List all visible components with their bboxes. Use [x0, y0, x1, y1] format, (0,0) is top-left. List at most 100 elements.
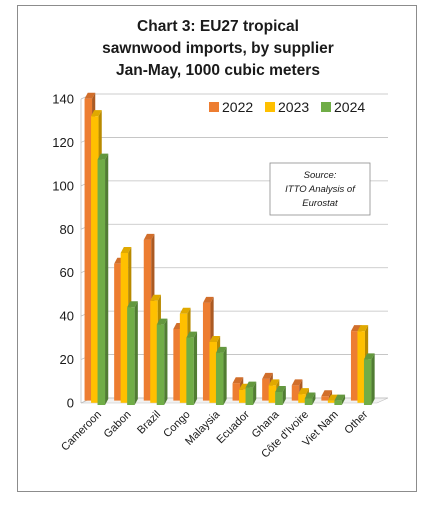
bar-top-face — [215, 346, 227, 353]
bar-top-face — [357, 325, 369, 332]
bar-top-face — [363, 353, 375, 360]
bar-2024-Côte d'Ivoire — [304, 392, 316, 405]
bar-front-face — [186, 337, 194, 405]
bar-top-face — [127, 301, 138, 308]
bar-top-face — [232, 377, 244, 384]
legend-label: 2022 — [222, 99, 253, 115]
bar-front-face — [291, 385, 300, 401]
bar-front-face — [114, 263, 122, 401]
bar-2024-Cameroon — [97, 153, 109, 405]
bar-front-face — [97, 159, 106, 405]
legend-swatch — [321, 102, 331, 112]
chart-title-line-3: Jan-May, 1000 cubic meters — [116, 62, 320, 79]
bar-side-face — [341, 394, 346, 405]
bar-front-face — [120, 252, 129, 403]
bar-top-face — [334, 394, 346, 401]
bar-front-face — [84, 98, 93, 401]
bar-top-face — [298, 388, 309, 395]
source-note-line-2: ITTO Analysis of — [285, 184, 356, 195]
bar-top-face — [150, 294, 161, 301]
bar-front-face — [91, 116, 99, 403]
bar-front-face — [150, 300, 158, 403]
bars — [84, 92, 375, 405]
x-category-label: Ecuador — [214, 408, 252, 446]
bar-2024-Ghana — [275, 385, 286, 405]
bar-2024-Congo — [186, 331, 198, 405]
y-tick-label: 120 — [52, 135, 74, 150]
chart-canvas: Chart 3: EU27 tropical sawnwood imports,… — [52, 18, 389, 461]
bar-front-face — [127, 307, 135, 405]
bar-top-face — [268, 379, 280, 386]
bar-front-face — [327, 400, 336, 403]
x-category-label: Other — [342, 408, 370, 436]
bar-top-face — [304, 392, 316, 399]
source-note-line-3: Eurostat — [302, 198, 338, 209]
chart-title: Chart 3: EU27 tropical sawnwood imports,… — [102, 18, 334, 79]
legend-swatch — [265, 102, 275, 112]
bar-front-face — [239, 389, 247, 403]
legend-label: 2024 — [334, 99, 365, 115]
legend-label: 2023 — [278, 99, 309, 115]
bar-top-face — [186, 331, 198, 338]
bar-2024-Other — [363, 353, 375, 405]
y-tick-label: 100 — [52, 178, 74, 193]
bar-top-face — [291, 379, 303, 386]
x-category-label: Gabon — [102, 409, 134, 441]
bar-top-face — [91, 110, 102, 117]
chart-title-line-2: sawnwood imports, by supplier — [102, 40, 334, 57]
source-note-line-1: Source: — [304, 170, 337, 181]
bar-2024-Gabon — [127, 301, 138, 405]
legend-item-2024: 2024 — [321, 99, 365, 115]
bar-side-face — [223, 346, 227, 405]
legend: 2022 2023 2024 — [209, 99, 365, 115]
bar-front-face — [275, 391, 283, 405]
bar-front-face — [304, 398, 313, 405]
legend-item-2022: 2022 — [209, 99, 253, 115]
bar-top-face — [321, 390, 333, 397]
source-note-box: Source: ITTO Analysis of Eurostat — [269, 162, 371, 216]
chart-frame: Chart 3: EU27 tropical sawnwood imports,… — [17, 5, 417, 492]
y-axis: 0 20 40 60 80 100 120 140 — [52, 92, 74, 411]
bar-2024-Malaysia — [215, 346, 227, 405]
y-tick-label: 40 — [60, 309, 74, 324]
bar-top-face — [275, 385, 286, 392]
bar-2024-Ecuador — [245, 381, 257, 405]
y-tick-label: 140 — [52, 92, 74, 107]
y-tick-label: 60 — [60, 265, 74, 280]
bar-front-face — [179, 313, 188, 403]
bar-front-face — [363, 359, 372, 405]
bar-top-face — [262, 372, 273, 379]
y-tick-label: 20 — [60, 352, 74, 367]
bar-2024-Brazil — [156, 318, 168, 405]
bar-front-face — [298, 394, 306, 403]
bar-side-face — [282, 385, 286, 405]
bar-top-face — [97, 153, 109, 160]
bar-side-face — [105, 153, 109, 405]
legend-item-2023: 2023 — [265, 99, 309, 115]
bar-top-face — [120, 246, 132, 253]
legend-swatch — [209, 102, 219, 112]
bar-side-face — [312, 392, 316, 405]
bar-front-face — [209, 342, 217, 403]
bar-top-face — [202, 296, 214, 303]
bar-top-face — [245, 381, 257, 388]
bar-top-face — [84, 92, 96, 99]
bar-side-face — [371, 353, 375, 405]
x-category-label: Cameroon — [59, 409, 104, 454]
bar-front-face — [173, 328, 181, 401]
bar-front-face — [156, 324, 165, 405]
y-tick-label: 0 — [67, 396, 74, 411]
bar-front-face — [321, 396, 329, 401]
bar-top-face — [179, 307, 191, 314]
bar-top-face — [143, 233, 155, 240]
bar-front-face — [245, 387, 254, 405]
bar-2024-Viet Nam — [334, 394, 346, 405]
chart-title-line-1: Chart 3: EU27 tropical — [137, 18, 299, 35]
bar-front-face — [357, 331, 365, 403]
source-note-border — [269, 162, 371, 216]
bar-side-face — [164, 318, 168, 405]
y-tick-label: 80 — [60, 222, 74, 237]
bar-front-face — [215, 352, 224, 405]
bar-side-face — [134, 301, 138, 405]
